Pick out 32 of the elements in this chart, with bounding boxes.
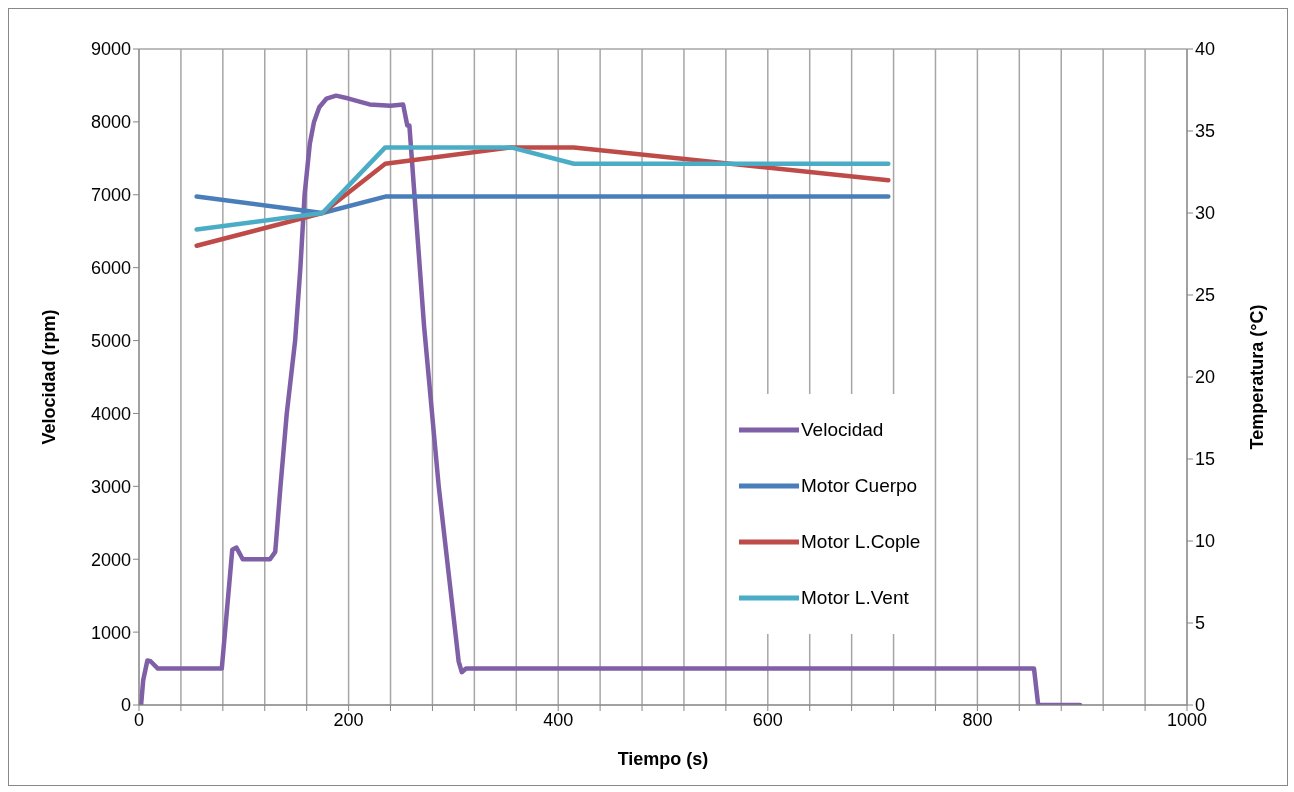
y2-tick-label: 30 xyxy=(1195,203,1216,224)
y-tick-label: 7000 xyxy=(90,185,131,206)
y-tick-label: 6000 xyxy=(90,258,131,279)
x-tick-label: 400 xyxy=(543,709,574,730)
y2-axis-title: Temperatura (°C) xyxy=(1247,304,1268,450)
y-tick-label: 0 xyxy=(120,695,131,716)
legend-label: Velocidad xyxy=(801,419,884,441)
x-tick-label: 800 xyxy=(962,709,993,730)
legend-label: Motor L.Cople xyxy=(801,531,921,553)
x-tick-label: 200 xyxy=(333,709,364,730)
y-axis-title: Velocidad (rpm) xyxy=(39,309,60,445)
y-tick-label: 8000 xyxy=(90,112,131,133)
y-tick-label: 5000 xyxy=(90,330,131,351)
x-tick-label: 0 xyxy=(133,709,145,730)
legend-label: Motor L.Vent xyxy=(801,587,909,609)
x-tick-label: 600 xyxy=(752,709,783,730)
y2-tick-label: 10 xyxy=(1195,531,1216,552)
y2-tick-label: 25 xyxy=(1195,285,1216,306)
y2-tick-label: 35 xyxy=(1195,121,1216,142)
y-tick-label: 4000 xyxy=(90,403,131,424)
y-tick-label: 9000 xyxy=(90,39,131,60)
y2-tick-label: 20 xyxy=(1195,367,1216,388)
y-tick-label: 3000 xyxy=(90,476,131,497)
y-tick-label: 2000 xyxy=(90,549,131,570)
y2-tick-label: 15 xyxy=(1195,449,1216,470)
legend-label: Motor Cuerpo xyxy=(801,475,918,497)
line-series xyxy=(194,145,891,232)
y-tick-label: 1000 xyxy=(90,622,131,643)
y2-tick-label: 40 xyxy=(1195,39,1216,60)
x-axis-title: Tiempo (s) xyxy=(617,749,709,769)
line-series xyxy=(139,93,1083,705)
y2-tick-label: 5 xyxy=(1195,613,1206,634)
